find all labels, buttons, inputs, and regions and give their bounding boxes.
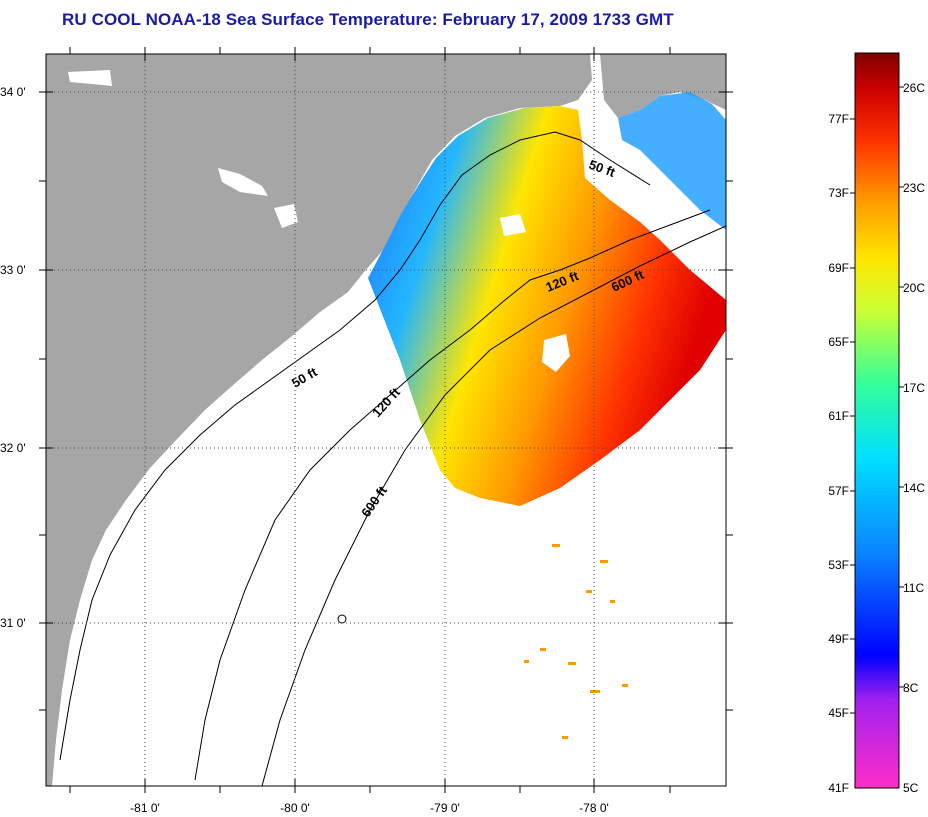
sst-fragment [618,92,726,230]
colorbar-c-label: 5C [903,781,919,795]
cloud-patch [542,334,570,372]
map-frame [45,53,727,787]
lat-tick-label: 32 0' [0,441,26,455]
colorbar-c-label: 11C [903,581,924,595]
colorbar-c-label: 8C [903,681,919,695]
land-mass [46,54,592,786]
lon-tick-label: -79 0' [430,801,460,815]
colorbar-f-label: 41F [828,781,849,795]
sst-swath [368,106,726,506]
colorbar-f-label: 65F [828,335,849,349]
colorbar-f-label: 45F [828,706,849,720]
colorbar-c-label: 17C [903,381,925,395]
colorbar-f-label: 69F [828,261,849,275]
lat-tick-label: 34 0' [0,85,26,99]
land-mass-north [600,54,726,118]
contour-50ft [59,131,651,761]
colorbar-f-label: 49F [828,632,849,646]
colorbar-c-label: 26C [903,81,925,95]
map-grid [46,54,726,786]
lon-tick-label: -80 0' [280,801,310,815]
cloud-patch [590,146,626,178]
lake [274,204,298,228]
cloud-patch [500,214,526,236]
colorbar-c-label: 23C [903,181,925,195]
contour-120ft [194,209,711,781]
lake [218,168,268,196]
colorbar-c-label: 14C [903,481,925,495]
colorbar-f-label: 53F [828,558,849,572]
lon-tick-label: -78 0' [579,801,609,815]
colorbar [854,52,900,789]
colorbar-f-label: 61F [828,409,849,423]
colorbar-f-label: 77F [828,112,849,126]
colorbar-c-label: 20C [903,281,925,295]
map-ticks [39,47,733,793]
colorbar-f-label: 73F [828,186,849,200]
lat-tick-label: 31 0' [0,616,26,630]
lon-tick-label: -81 0' [130,801,160,815]
lat-tick-label: 33 0' [0,263,26,277]
lake [68,70,112,86]
colorbar-ticks [850,86,904,714]
colorbar-f-label: 57F [828,484,849,498]
sst-scatter [524,544,628,739]
map-title: RU COOL NOAA-18 Sea Surface Temperature:… [62,10,674,29]
